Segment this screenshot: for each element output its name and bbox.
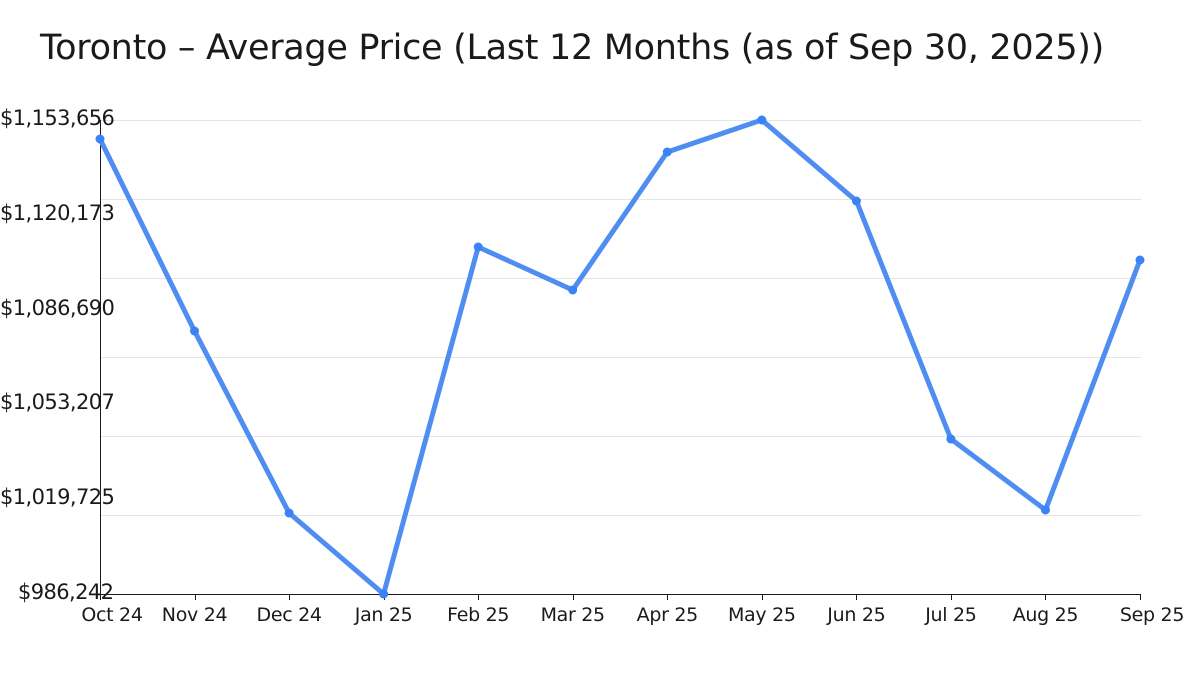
x-tick-label: Mar 25 [540,604,606,626]
gridlines [100,120,1141,516]
y-tick-label: $986,242 [18,580,114,604]
x-tick-label: Nov 24 [161,604,228,626]
y-tick-label: $1,120,173 [0,200,115,225]
data-point[interactable] [662,147,672,157]
x-axis-ticks [100,594,1141,600]
x-tick-label: Apr 25 [636,604,699,626]
y-tick-label: $1,053,207 [0,390,115,415]
data-point[interactable] [190,326,199,336]
data-point[interactable] [851,196,861,206]
data-point[interactable] [568,285,578,295]
data-point[interactable] [946,434,956,444]
x-tick-label: Oct 24 [81,604,143,626]
x-tick-label: May 25 [727,604,796,626]
x-tick-label: Aug 25 [1012,604,1079,626]
x-tick-label: Feb 25 [447,604,510,626]
data-point[interactable] [757,115,767,125]
y-tick-label: $1,019,725 [0,485,115,510]
data-point[interactable] [473,242,483,252]
x-tick-label: Sep 25 [1119,604,1185,626]
x-tick-label: Jan 25 [354,604,413,626]
data-point[interactable] [1041,505,1050,515]
data-point[interactable] [379,589,389,599]
chart-title: Toronto – Average Price (Last 12 Months … [40,28,1105,68]
y-tick-label: $1,153,656 [0,106,115,130]
data-point[interactable] [95,134,105,144]
y-tick-label: $1,086,690 [0,295,115,320]
x-tick-label: Jul 25 [925,604,977,626]
price-line [97,117,1143,597]
data-point-markers [95,115,1145,599]
x-tick-label: Dec 24 [256,604,322,626]
x-tick-label: Jun 25 [827,604,886,626]
data-point[interactable] [284,508,294,518]
data-point[interactable] [1135,255,1145,265]
